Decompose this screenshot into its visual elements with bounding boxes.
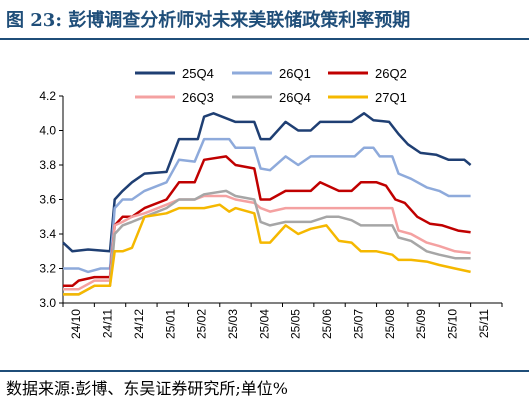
legend-label-26q2: 26Q2 — [375, 66, 407, 81]
series-line-25q4 — [62, 112, 472, 253]
x-tick-label: 25/10 — [446, 309, 460, 339]
title-rule — [0, 38, 529, 40]
x-tick-label: 24/11 — [101, 309, 115, 338]
x-tick-label: 25/06 — [320, 309, 334, 339]
x-tick-label: 25/03 — [226, 309, 240, 339]
source-rule — [0, 370, 529, 372]
y-tick-label: 3.4 — [39, 227, 56, 241]
legend-label-26q3: 26Q3 — [182, 90, 214, 105]
y-tick-label: 3.2 — [39, 262, 56, 276]
x-tick-label: 25/04 — [257, 309, 271, 339]
x-tick-label: 25/09 — [414, 309, 428, 339]
x-tick-label: 25/05 — [289, 309, 303, 339]
series-line-26q2 — [63, 155, 471, 288]
y-tick-label: 4.0 — [39, 124, 56, 138]
x-tick-label: 24/12 — [132, 309, 146, 339]
legend-label-26q1: 26Q1 — [279, 66, 311, 81]
legend-label-26q4: 26Q4 — [279, 90, 311, 105]
source-note: 数据来源:彭博、东吴证券研究所;单位% — [6, 379, 288, 398]
y-tick-label: 3.6 — [39, 193, 56, 207]
x-tick-label: 25/01 — [163, 309, 177, 339]
series-line-26q3 — [63, 194, 471, 291]
x-tick-label: 25/11 — [477, 309, 491, 338]
figure-title: 图 23: 彭博调查分析师对未来美联储政策利率预期 — [6, 10, 411, 31]
y-tick-label: 4.2 — [39, 89, 56, 103]
y-tick-label: 3.8 — [39, 158, 56, 172]
series-line-26q4 — [63, 189, 471, 296]
y-tick-label: 3.0 — [39, 296, 56, 310]
x-tick-label: 24/10 — [69, 309, 83, 339]
x-tick-label: 25/08 — [383, 309, 397, 339]
series-line-26q1 — [63, 137, 471, 274]
rate-expectation-chart: 3.0 3.2 3.4 3.6 3.8 4.0 4.2 24/10 24/11 24/12 25/0… — [39, 66, 503, 339]
legend-label-25q4: 25Q4 — [182, 66, 214, 81]
series-line-27q1 — [63, 203, 471, 296]
x-tick-label: 25/07 — [351, 309, 365, 339]
x-tick-label: 25/02 — [195, 309, 209, 339]
legend-label-27q1: 27Q1 — [375, 90, 407, 105]
